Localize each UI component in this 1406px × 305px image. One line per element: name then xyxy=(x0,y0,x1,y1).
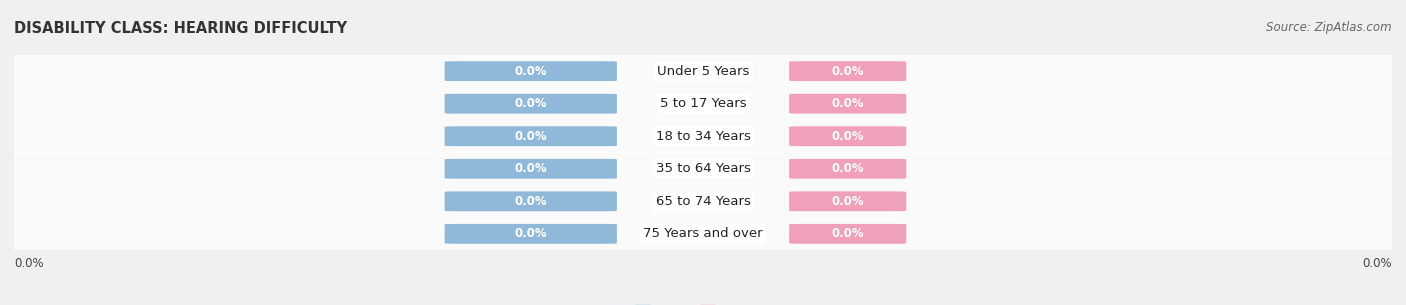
Text: Under 5 Years: Under 5 Years xyxy=(657,65,749,78)
Text: 18 to 34 Years: 18 to 34 Years xyxy=(655,130,751,143)
FancyBboxPatch shape xyxy=(444,61,617,81)
Text: 0.0%: 0.0% xyxy=(831,65,865,78)
Text: 0.0%: 0.0% xyxy=(515,65,547,78)
Text: 0.0%: 0.0% xyxy=(515,227,547,240)
FancyBboxPatch shape xyxy=(444,94,617,114)
FancyBboxPatch shape xyxy=(444,224,617,244)
Text: DISABILITY CLASS: HEARING DIFFICULTY: DISABILITY CLASS: HEARING DIFFICULTY xyxy=(14,21,347,36)
Bar xyxy=(14,185,1392,217)
Text: 0.0%: 0.0% xyxy=(831,162,865,175)
Text: 0.0%: 0.0% xyxy=(831,195,865,208)
Bar xyxy=(14,152,1392,185)
Text: 75 Years and over: 75 Years and over xyxy=(643,227,763,240)
Text: 0.0%: 0.0% xyxy=(1362,257,1392,270)
FancyBboxPatch shape xyxy=(444,159,617,179)
FancyBboxPatch shape xyxy=(789,159,907,179)
Text: 0.0%: 0.0% xyxy=(515,130,547,143)
FancyBboxPatch shape xyxy=(444,126,617,146)
Bar xyxy=(14,120,1392,152)
FancyBboxPatch shape xyxy=(789,191,907,211)
Text: 0.0%: 0.0% xyxy=(515,162,547,175)
Text: 5 to 17 Years: 5 to 17 Years xyxy=(659,97,747,110)
Text: 0.0%: 0.0% xyxy=(831,97,865,110)
FancyBboxPatch shape xyxy=(789,126,907,146)
Bar xyxy=(14,217,1392,250)
Text: 0.0%: 0.0% xyxy=(831,227,865,240)
Text: Source: ZipAtlas.com: Source: ZipAtlas.com xyxy=(1267,21,1392,34)
Text: 35 to 64 Years: 35 to 64 Years xyxy=(655,162,751,175)
Bar xyxy=(14,55,1392,88)
Text: 0.0%: 0.0% xyxy=(14,257,44,270)
FancyBboxPatch shape xyxy=(789,224,907,244)
FancyBboxPatch shape xyxy=(444,191,617,211)
FancyBboxPatch shape xyxy=(789,61,907,81)
Text: 0.0%: 0.0% xyxy=(831,130,865,143)
Text: 0.0%: 0.0% xyxy=(515,97,547,110)
FancyBboxPatch shape xyxy=(789,94,907,114)
Text: 0.0%: 0.0% xyxy=(515,195,547,208)
Bar xyxy=(14,88,1392,120)
Text: 65 to 74 Years: 65 to 74 Years xyxy=(655,195,751,208)
